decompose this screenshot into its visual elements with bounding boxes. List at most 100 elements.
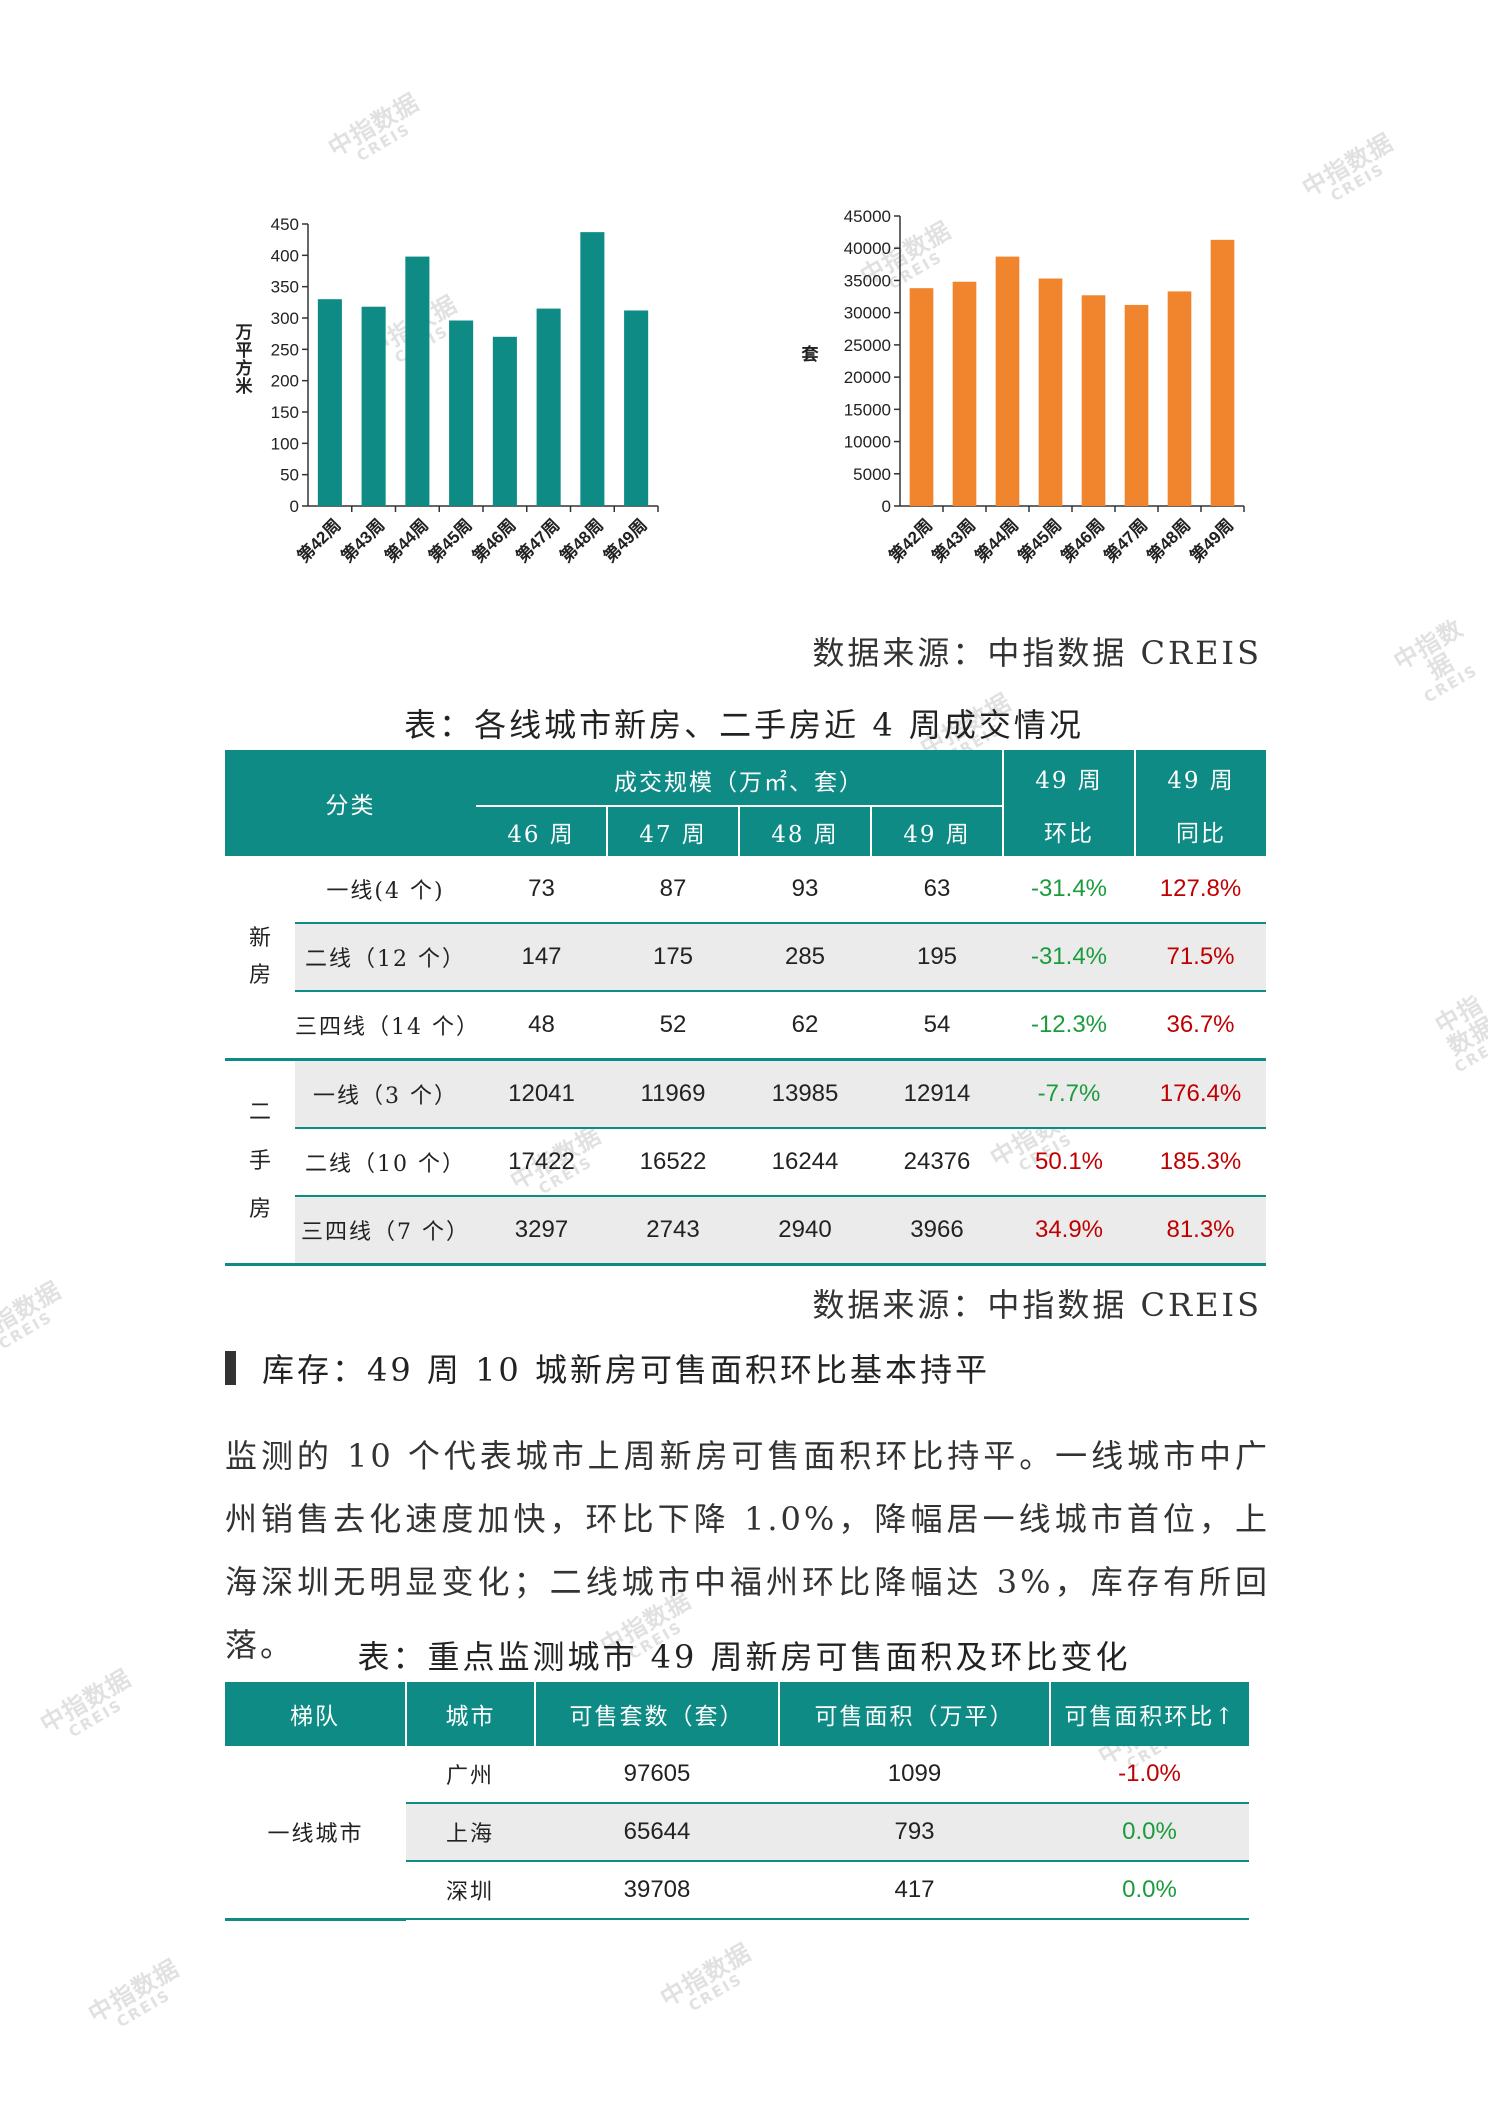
bar	[624, 310, 649, 506]
header-yoy: 同比	[1134, 806, 1266, 856]
cell-value: 87	[607, 856, 739, 924]
data-source-note: 数据来源：中指数据 CREIS	[812, 1286, 1262, 1324]
header-area-mom: 可售面积环比↑	[1049, 1682, 1249, 1746]
cell-value: 3297	[476, 1196, 607, 1266]
x-tick-label: 第42周	[293, 515, 345, 567]
table-row: 三四线（14 个） 48 52 62 54 -12.3% 36.7%	[225, 991, 1266, 1061]
row-label: 一线（3 个）	[295, 1059, 476, 1129]
bar	[995, 256, 1020, 506]
row-label: 三四线（7 个）	[295, 1196, 476, 1266]
table-row: 新 房 一线(4 个) 73 87 93 63 -31.4% 127.8%	[225, 856, 1266, 1061]
cell-mom: 50.1%	[1003, 1128, 1135, 1197]
cell-value: 13985	[739, 1059, 871, 1129]
header-area: 可售面积（万平）	[778, 1682, 1050, 1746]
table-title: 表：重点监测城市 49 周新房可售面积及环比变化	[357, 1638, 1131, 1676]
x-tick-label: 第44周	[381, 515, 433, 567]
x-tick-label: 第49周	[599, 515, 651, 567]
bar	[405, 256, 430, 506]
x-tick-label: 第48周	[1143, 515, 1195, 567]
bar	[909, 288, 934, 506]
y-tick-label: 20000	[844, 368, 891, 387]
header-mom-week: 49 周	[1002, 750, 1135, 806]
x-tick-label: 第45周	[1014, 515, 1066, 567]
cell-value: 2743	[607, 1196, 739, 1266]
x-tick-label: 第49周	[1186, 515, 1238, 567]
cell-area-mom: 0.0%	[1050, 1803, 1249, 1862]
cell-units: 97605	[535, 1746, 779, 1804]
y-tick-label: 200	[271, 372, 299, 391]
y-tick-label: 100	[271, 434, 299, 453]
table-row: 上海 65644 793 0.0%	[225, 1803, 1249, 1862]
y-tick-label: 400	[271, 246, 299, 265]
tier-label: 一线城市	[225, 1746, 406, 1921]
row-label: 二线（12 个）	[295, 923, 476, 992]
bar	[1210, 239, 1235, 506]
bar	[492, 336, 517, 506]
y-tick-label: 25000	[844, 336, 891, 355]
x-tick-label: 第43周	[337, 515, 389, 567]
x-tick-label: 第44周	[971, 515, 1023, 567]
cell-value: 93	[739, 856, 871, 924]
row-label: 二线（10 个）	[295, 1128, 476, 1197]
y-axis-label: 套	[801, 344, 820, 364]
y-tick-label: 30000	[844, 304, 891, 323]
x-tick-label: 第47周	[1100, 515, 1152, 567]
table-row: 三四线（7 个） 3297 2743 2940 3966 34.9% 81.3%	[225, 1196, 1266, 1266]
y-tick-label: 5000	[853, 465, 891, 484]
cell-value: 12914	[871, 1059, 1003, 1129]
cell-value: 63	[871, 856, 1003, 924]
bar	[580, 232, 605, 506]
cell-value: 16244	[739, 1128, 871, 1197]
section-heading-text: 库存：49 周 10 城新房可售面积环比基本持平	[262, 1351, 990, 1389]
y-tick-label: 250	[271, 340, 299, 359]
cell-value: 62	[739, 991, 871, 1061]
data-source-note: 数据来源：中指数据 CREIS	[812, 634, 1262, 672]
y-tick-label: 35000	[844, 271, 891, 290]
cell-yoy: 127.8%	[1135, 856, 1266, 924]
row-label: 三四线（14 个）	[295, 991, 478, 1061]
x-tick-label: 第43周	[928, 515, 980, 567]
cell-value: 16522	[607, 1128, 739, 1197]
cell-mom: 34.9%	[1003, 1196, 1135, 1266]
table-row: 二线（12 个） 147 175 285 195 -31.4% 71.5%	[225, 923, 1266, 992]
x-tick-label: 第48周	[556, 515, 608, 567]
cell-value: 2940	[739, 1196, 871, 1266]
cell-value: 24376	[871, 1128, 1003, 1197]
cell-mom: -12.3%	[1003, 991, 1135, 1061]
y-tick-label: 10000	[844, 433, 891, 452]
bar	[449, 320, 474, 506]
bar	[952, 281, 977, 506]
cell-area: 1099	[779, 1746, 1050, 1804]
y-tick-label: 150	[271, 403, 299, 422]
cell-value: 54	[871, 991, 1003, 1061]
cell-value: 175	[607, 923, 739, 992]
cell-value: 195	[871, 923, 1003, 992]
y-tick-label: 300	[271, 309, 299, 328]
y-tick-label: 15000	[844, 400, 891, 419]
transaction-table: 分类 成交规模（万㎡、套） 49 周 49 周 46 周 47 周 48 周 4…	[225, 750, 1266, 1266]
cell-value: 52	[607, 991, 739, 1061]
bar-chart-units: 套 0 5000 10000 15000 20000 25000 30000 35000 4000…	[801, 207, 1245, 567]
cell-yoy: 71.5%	[1135, 923, 1266, 992]
header-week-49: 49 周	[870, 806, 1003, 856]
cell-yoy: 36.7%	[1135, 991, 1266, 1061]
cell-value: 48	[476, 991, 607, 1061]
bar-chart-area: 万平方米050100150200250300350400450第42周第43周第…	[235, 215, 659, 567]
header-yoy-week: 49 周	[1134, 750, 1266, 806]
x-tick-label: 第46周	[468, 515, 520, 567]
cell-value: 17422	[476, 1128, 607, 1197]
bar	[536, 308, 561, 506]
cell-area: 417	[779, 1861, 1050, 1920]
inventory-table: 梯队 城市 可售套数（套） 可售面积（万平） 可售面积环比↑ 一线城市 广州 9…	[225, 1682, 1249, 1921]
cell-units: 65644	[535, 1803, 779, 1862]
city-name: 广州	[406, 1746, 535, 1804]
header-category: 分类	[225, 750, 476, 856]
table-row: 深圳 39708 417 0.0%	[225, 1861, 1249, 1920]
header-tier: 梯队	[225, 1682, 406, 1746]
